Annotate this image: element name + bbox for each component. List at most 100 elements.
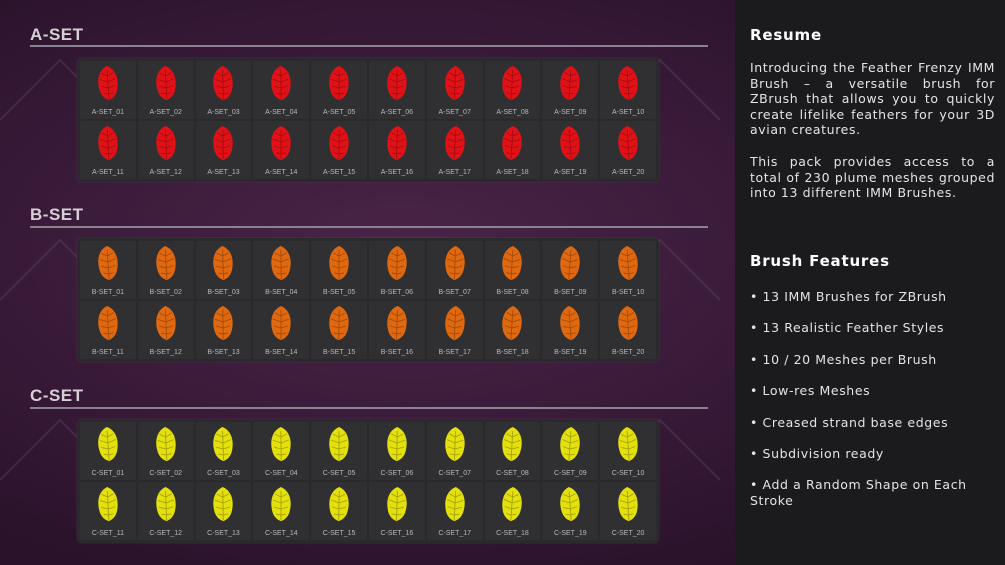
brush-thumbnail[interactable]: B-SET_06 [368, 241, 425, 299]
feather-icon [329, 306, 349, 340]
brush-thumbnail[interactable]: A-SET_02 [137, 61, 194, 119]
thumbnail-label: A-SET_11 [92, 169, 124, 176]
brush-thumbnail[interactable]: A-SET_13 [195, 121, 252, 179]
brush-thumbnail[interactable]: C-SET_19 [542, 482, 599, 540]
brush-thumbnail[interactable]: B-SET_02 [137, 241, 194, 299]
brush-thumbnail[interactable]: C-SET_08 [484, 422, 541, 480]
feather-icon [329, 126, 349, 160]
feather-icon [271, 246, 291, 280]
brush-thumbnail[interactable]: C-SET_14 [253, 482, 310, 540]
brush-thumbnail[interactable]: C-SET_16 [368, 482, 425, 540]
thumbnail-label: B-SET_09 [554, 289, 587, 296]
brush-thumbnail[interactable]: B-SET_14 [253, 301, 310, 359]
brush-thumbnail[interactable]: C-SET_01 [80, 422, 136, 480]
brush-thumbnail[interactable]: A-SET_03 [195, 61, 252, 119]
feather-icon [560, 306, 580, 340]
brush-thumbnail[interactable]: C-SET_18 [484, 482, 541, 540]
brush-thumbnail[interactable]: B-SET_16 [368, 301, 425, 359]
thumbnail-label: C-SET_08 [496, 470, 529, 477]
feather-icon [560, 126, 580, 160]
feather-icon [387, 246, 407, 280]
feather-icon [271, 427, 291, 461]
brush-thumbnail[interactable]: B-SET_11 [80, 301, 136, 359]
feather-icon [387, 306, 407, 340]
brush-thumbnail[interactable]: C-SET_05 [311, 422, 367, 480]
brush-thumbnail[interactable]: A-SET_20 [600, 121, 656, 179]
thumbnail-label: B-SET_08 [496, 289, 529, 296]
feather-icon [155, 66, 176, 100]
brush-thumbnail[interactable]: A-SET_05 [311, 61, 367, 119]
feather-icon [271, 487, 291, 521]
brush-thumbnail[interactable]: B-SET_01 [80, 241, 136, 299]
brush-thumbnail[interactable]: A-SET_17 [426, 121, 483, 179]
brush-thumbnail[interactable]: B-SET_09 [542, 241, 599, 299]
brush-thumbnail[interactable]: C-SET_20 [600, 482, 656, 540]
brush-thumbnail[interactable]: C-SET_03 [195, 422, 252, 480]
brush-thumbnail[interactable]: A-SET_14 [253, 121, 310, 179]
feather-icon [445, 306, 465, 340]
thumbnail-label: B-SET_02 [149, 289, 182, 296]
feather-icon [387, 487, 407, 521]
feather-icon [271, 306, 291, 340]
pack-paragraph: This pack provides access to a total of … [750, 154, 995, 200]
thumbnail-label: A-SET_15 [322, 169, 356, 176]
feather-icon [618, 306, 638, 340]
thumbnail-label: A-SET_14 [265, 169, 298, 176]
brush-thumbnail[interactable]: A-SET_19 [542, 121, 599, 179]
brush-thumbnail[interactable]: A-SET_11 [80, 121, 136, 179]
brush-thumbnail[interactable]: A-SET_07 [426, 61, 483, 119]
feature-item: • Low-res Meshes [750, 383, 871, 398]
feather-icon [271, 66, 291, 100]
brush-thumbnail[interactable]: C-SET_02 [137, 422, 194, 480]
brush-thumbnail[interactable]: C-SET_13 [195, 482, 252, 540]
thumbnail-label: B-SET_19 [554, 349, 587, 356]
feature-item: • 13 IMM Brushes for ZBrush [750, 289, 947, 304]
brush-thumbnail[interactable]: C-SET_06 [368, 422, 425, 480]
feather-icon [98, 306, 118, 340]
feather-icon [387, 66, 407, 100]
feather-icon [155, 427, 176, 461]
brush-thumbnail[interactable]: C-SET_10 [600, 422, 656, 480]
brush-thumbnail[interactable]: B-SET_20 [600, 301, 656, 359]
brush-thumbnail[interactable]: B-SET_05 [311, 241, 367, 299]
section-divider [30, 45, 708, 47]
brush-thumbnail[interactable]: B-SET_07 [426, 241, 483, 299]
brush-thumbnail[interactable]: A-SET_09 [542, 61, 599, 119]
brush-thumbnail[interactable]: B-SET_19 [542, 301, 599, 359]
brush-thumbnail[interactable]: A-SET_18 [484, 121, 541, 179]
thumbnail-label: B-SET_15 [322, 349, 356, 356]
brush-thumbnail[interactable]: A-SET_08 [484, 61, 541, 119]
brush-thumbnail[interactable]: A-SET_01 [80, 61, 136, 119]
brush-thumbnail[interactable]: A-SET_12 [137, 121, 194, 179]
brush-thumbnail[interactable]: A-SET_10 [600, 61, 656, 119]
thumbnail-label: A-SET_13 [207, 169, 240, 176]
brush-thumbnail[interactable]: A-SET_04 [253, 61, 310, 119]
brush-thumbnail[interactable]: B-SET_03 [195, 241, 252, 299]
brush-thumbnail[interactable]: B-SET_17 [426, 301, 483, 359]
feather-icon [155, 126, 176, 160]
brush-thumbnail[interactable]: C-SET_09 [542, 422, 599, 480]
brush-thumbnail[interactable]: C-SET_15 [311, 482, 367, 540]
feather-icon [213, 427, 234, 461]
brush-thumbnail[interactable]: B-SET_04 [253, 241, 310, 299]
brush-thumbnail[interactable]: A-SET_16 [368, 121, 425, 179]
thumbnail-label: A-SET_05 [322, 109, 356, 116]
brush-thumbnail[interactable]: B-SET_10 [600, 241, 656, 299]
brush-thumbnail[interactable]: C-SET_04 [253, 422, 310, 480]
brush-thumbnail[interactable]: A-SET_06 [368, 61, 425, 119]
brush-thumbnail[interactable]: B-SET_12 [137, 301, 194, 359]
brush-thumbnail[interactable]: C-SET_07 [426, 422, 483, 480]
brush-thumbnail[interactable]: A-SET_15 [311, 121, 367, 179]
brush-thumbnail[interactable]: C-SET_12 [137, 482, 194, 540]
feather-icon [329, 66, 349, 100]
brush-thumbnail[interactable]: B-SET_13 [195, 301, 252, 359]
brush-thumbnail[interactable]: B-SET_15 [311, 301, 367, 359]
thumbnail-label: C-SET_07 [438, 470, 472, 477]
brush-thumbnail[interactable]: C-SET_17 [426, 482, 483, 540]
thumbnail-label: B-SET_07 [438, 289, 471, 296]
brush-thumbnail[interactable]: B-SET_08 [484, 241, 541, 299]
brush-thumbnail[interactable]: B-SET_18 [484, 301, 541, 359]
feather-icon [329, 487, 349, 521]
brush-thumbnail[interactable]: C-SET_11 [80, 482, 136, 540]
feature-item: • Add a Random Shape on Each Stroke [750, 477, 967, 508]
